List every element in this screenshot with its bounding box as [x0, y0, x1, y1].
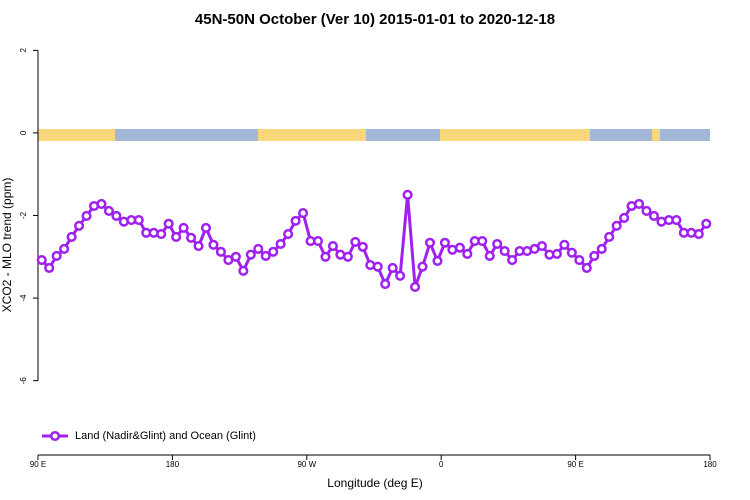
ocean-strip	[38, 129, 710, 141]
data-point	[387, 262, 398, 273]
x-tick-label: 90 E	[30, 460, 46, 469]
y-tick-label: -4	[19, 294, 28, 302]
data-point	[589, 250, 600, 262]
legend-label: Land (Nadir&Glint) and Ocean (Glint)	[75, 430, 256, 442]
data-point	[484, 250, 495, 262]
data-point	[380, 278, 391, 290]
legend-marker	[49, 430, 61, 442]
data-point	[66, 231, 77, 243]
data-point	[357, 241, 368, 252]
data-point	[619, 212, 630, 224]
land-ocean-strip	[38, 129, 710, 141]
data-point	[59, 243, 70, 254]
data-point	[268, 246, 279, 257]
chart-title: 45N-50N October (Ver 10) 2015-01-01 to 2…	[195, 11, 555, 28]
data-point	[462, 248, 473, 259]
data-point	[327, 241, 338, 252]
data-point	[492, 238, 503, 250]
data-point	[215, 246, 226, 257]
data-point	[410, 281, 421, 292]
data-point	[133, 214, 144, 226]
data-point	[163, 218, 174, 229]
data-point	[536, 241, 548, 252]
data-point	[395, 270, 406, 281]
data-point	[230, 251, 241, 262]
data-point	[178, 222, 189, 233]
data-point	[74, 220, 85, 231]
data-point	[260, 250, 271, 262]
data-point	[596, 243, 607, 254]
x-tick-label: 90 W	[297, 460, 316, 469]
data-point	[611, 220, 622, 231]
data-point	[604, 231, 615, 243]
data-point	[111, 210, 122, 221]
data-point	[634, 198, 645, 209]
data-point	[342, 251, 353, 262]
land-strip	[38, 129, 115, 141]
x-tick-label: 180	[703, 460, 717, 469]
data-point	[477, 236, 488, 247]
data-point	[238, 265, 249, 276]
data-point	[551, 248, 562, 259]
data-point	[298, 207, 309, 219]
data-point	[208, 239, 219, 250]
data-point	[641, 205, 652, 217]
data-point	[245, 249, 256, 260]
land-strip	[440, 129, 590, 141]
data-point	[253, 243, 264, 254]
data-point	[283, 229, 294, 240]
data-point	[103, 205, 114, 217]
x-axis-label: Longitude (deg E)	[327, 476, 422, 490]
data-point	[417, 261, 428, 272]
data-point	[566, 247, 577, 258]
data-point	[432, 255, 443, 266]
data-point	[186, 232, 197, 243]
data-point	[275, 238, 286, 250]
data-point	[372, 261, 383, 272]
data-point	[320, 251, 331, 262]
x-tick-label: 0	[439, 460, 444, 469]
data-point	[200, 222, 212, 233]
data-point	[701, 218, 712, 229]
data-point	[81, 210, 92, 221]
data-point	[693, 229, 704, 240]
data-point	[671, 214, 682, 226]
data-point	[51, 250, 62, 262]
data-point	[290, 215, 301, 226]
data-point	[402, 189, 413, 200]
land-strip	[258, 129, 366, 141]
y-tick-label: 0	[19, 130, 28, 135]
data-point	[156, 229, 167, 240]
data-point	[96, 198, 107, 209]
data-point	[559, 239, 570, 250]
data-point	[507, 255, 518, 266]
data-point	[193, 241, 204, 252]
data-point	[574, 255, 585, 266]
y-tick-label: 2	[19, 48, 28, 53]
data-point	[454, 242, 465, 253]
data-point	[36, 255, 47, 266]
x-tick-label: 90 E	[567, 460, 583, 469]
data-point	[424, 237, 436, 248]
x-tick-label: 180	[166, 460, 180, 469]
data-point	[648, 210, 660, 221]
data-point	[499, 245, 510, 257]
y-tick-label: -2	[19, 211, 28, 219]
data-point	[581, 262, 592, 273]
data-point	[439, 237, 450, 248]
data-point	[44, 262, 55, 273]
land-strip	[652, 129, 660, 141]
data-point	[312, 236, 324, 247]
y-tick-label: -6	[19, 377, 28, 385]
data-point	[350, 236, 361, 247]
y-axis-label: XCO2 - MLO trend (ppm)	[0, 178, 14, 313]
data-point	[171, 231, 182, 243]
